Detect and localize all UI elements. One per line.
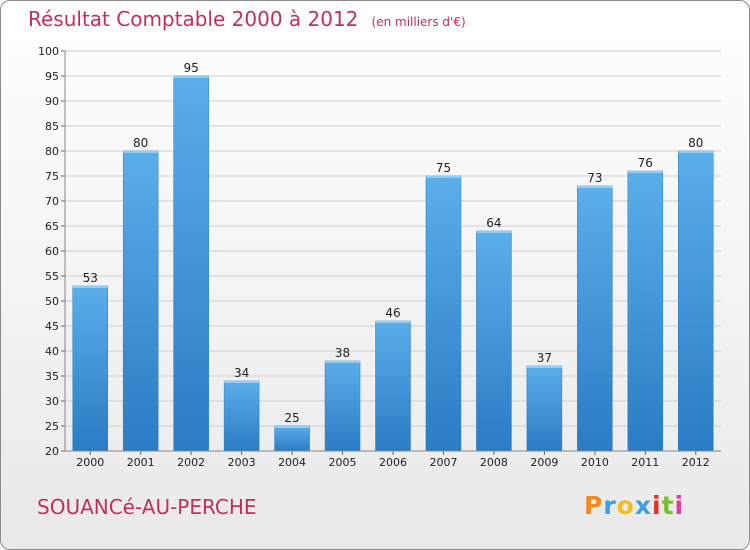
y-tick-label: 55 [45,270,59,283]
x-tick-label: 2003 [228,456,256,469]
bar-top-highlight [72,286,108,288]
bar-top-highlight [526,366,562,368]
chart-title-text: Résultat Comptable 2000 à 2012 [28,7,359,31]
x-tick-label: 2002 [177,456,205,469]
logo-letter: o [616,491,635,520]
x-tick-label: 2006 [379,456,407,469]
x-tick-label: 2012 [682,456,710,469]
x-tick-label: 2001 [127,456,155,469]
bar-top-highlight [375,321,411,323]
value-label-2007: 75 [436,161,451,175]
logo-letter: P [584,491,604,520]
logo-letter: x [634,491,652,520]
y-tick-label: 50 [45,295,59,308]
bar-top-highlight [425,176,461,178]
y-tick-label: 80 [45,145,59,158]
y-tick-label: 35 [45,370,59,383]
bar-2010 [577,185,613,452]
value-label-2006: 46 [385,306,400,320]
bar-top-highlight [627,171,663,173]
bar-2002 [173,75,209,452]
y-tick-label: 85 [45,120,59,133]
bar-top-highlight [476,231,512,233]
value-label-2003: 34 [234,366,249,380]
y-tick-label: 30 [45,395,59,408]
x-tick-label: 2007 [429,456,457,469]
bar-2007 [425,175,462,452]
chart-title: Résultat Comptable 2000 à 2012 (en milli… [28,7,466,31]
y-tick-label: 90 [45,95,59,108]
y-tick-label: 100 [38,45,59,58]
bar-top-highlight [173,76,209,78]
bar-2003 [223,380,260,452]
y-tick-label: 60 [45,245,59,258]
y-tick-label: 45 [45,320,59,333]
bar-top-highlight [224,381,260,383]
x-tick-label: 2004 [278,456,306,469]
bar-2008 [476,230,512,452]
value-label-2012: 80 [688,136,703,150]
y-tick-label: 40 [45,345,59,358]
y-tick-label: 95 [45,70,59,83]
value-label-2009: 37 [537,351,552,365]
bar-2009 [526,365,563,452]
bar-2004 [274,425,310,452]
x-tick-label: 2005 [329,456,357,469]
bar-2001 [122,150,159,452]
value-label-2010: 73 [587,171,602,185]
bar-2000 [72,285,108,452]
x-tick-label: 2011 [631,456,659,469]
y-tick-label: 70 [45,195,59,208]
bar-2012 [678,150,714,452]
bar-2005 [324,360,361,452]
value-label-2000: 53 [83,271,98,285]
value-label-2004: 25 [284,411,299,425]
logo-letter: r [603,491,617,520]
logo-letter: i [674,491,685,520]
chart-unit: (en milliers d'€) [371,15,466,29]
bar-top-highlight [325,361,361,363]
proxiti-logo: Proxiti [584,491,684,520]
y-tick-label: 25 [45,420,59,433]
y-tick-label: 75 [45,170,59,183]
x-tick-label: 2009 [530,456,558,469]
bar-2006 [375,320,411,452]
value-label-2008: 64 [486,216,501,230]
value-label-2005: 38 [335,346,350,360]
logo-letter: t [661,491,675,520]
logo-letter: i [652,491,662,520]
bar-top-highlight [678,151,714,153]
x-tick-label: 2008 [480,456,508,469]
bar-top-highlight [123,151,159,153]
bar-top-highlight [577,186,613,188]
bar-top-highlight [274,426,310,428]
value-label-2002: 95 [184,61,199,75]
commune-name: SOUANCé-AU-PERCHE [37,495,257,519]
bar-2011 [627,170,664,452]
value-label-2011: 76 [638,156,653,170]
y-tick-label: 65 [45,220,59,233]
x-tick-label: 2000 [76,456,104,469]
value-label-2001: 80 [133,136,148,150]
y-tick-label: 20 [45,445,59,458]
x-tick-label: 2010 [581,456,609,469]
